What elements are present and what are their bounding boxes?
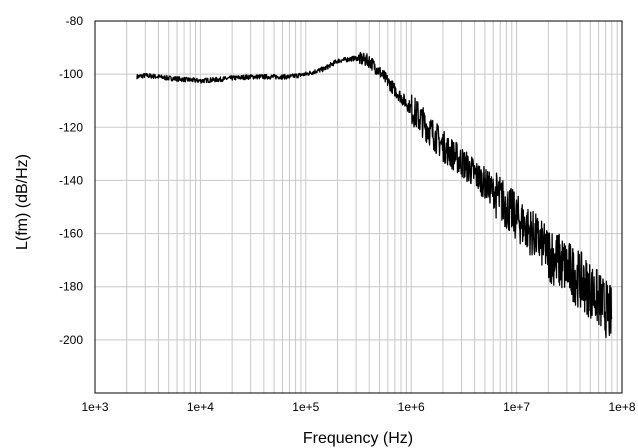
y-tick-label: -140 (59, 173, 83, 187)
y-axis-label: L(fm) (dB/Hz) (14, 154, 31, 250)
x-tick-label: 1e+4 (187, 400, 214, 414)
x-tick-label: 1e+8 (608, 400, 635, 414)
series-line (136, 51, 613, 339)
x-tick-label: 1e+3 (81, 400, 108, 414)
grid (95, 20, 622, 394)
y-tick-label: -160 (59, 227, 83, 241)
x-tick-label: 1e+6 (398, 400, 425, 414)
y-tick-label: -80 (66, 14, 84, 28)
y-tick-label: -100 (59, 67, 83, 81)
plot-area (94, 20, 623, 394)
y-tick-label: -120 (59, 120, 83, 134)
y-tick-labels: -80 -100 -120 -140 -160 -180 -200 (59, 14, 83, 347)
y-tick-label: -200 (59, 333, 83, 347)
x-axis-label: Frequency (Hz) (303, 430, 413, 447)
x-tick-labels: 1e+3 1e+4 1e+5 1e+6 1e+7 1e+8 (81, 400, 635, 414)
x-tick-label: 1e+5 (292, 400, 319, 414)
x-tick-label: 1e+7 (503, 400, 530, 414)
y-tick-label: -180 (59, 280, 83, 294)
